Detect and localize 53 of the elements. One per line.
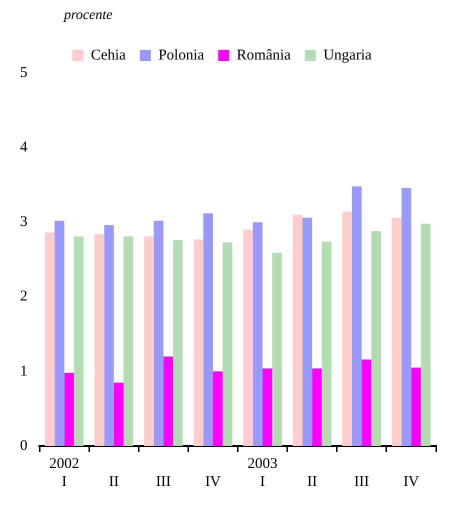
x-tick-label: III: [156, 474, 171, 490]
bar: [173, 240, 183, 446]
text: 2002: [49, 456, 80, 472]
bar: [272, 252, 282, 446]
bar: [402, 188, 412, 446]
y-tick-label: 3: [20, 214, 28, 230]
bar: [114, 382, 124, 446]
bar: [362, 359, 372, 446]
bar: [212, 371, 223, 446]
bar: [243, 230, 253, 446]
y-tick-label: 5: [20, 64, 28, 81]
bar: [203, 213, 213, 446]
x-tick-label: I: [260, 474, 266, 490]
bar: [104, 225, 114, 446]
bar: [222, 242, 232, 446]
x-tick-label: III: [354, 474, 370, 490]
bar: [74, 236, 84, 446]
bar: [54, 220, 64, 446]
legend-label: România: [236, 47, 292, 64]
legend-label: Ungaria: [323, 47, 372, 64]
x-tick-label: II: [108, 474, 119, 490]
x-tick-label: II: [307, 474, 318, 490]
bar: [312, 368, 322, 446]
bar: [64, 372, 74, 446]
y-tick-label: 1: [20, 363, 28, 380]
bar: [322, 242, 332, 446]
bar: [124, 236, 134, 446]
y-axis-title: procente: [64, 8, 114, 24]
y-tick-label: 2: [20, 288, 28, 305]
bar: [342, 212, 352, 446]
bar: [302, 218, 312, 446]
y-tick-label: 0: [20, 438, 28, 454]
x-tick-label: I: [62, 474, 67, 490]
bar: [411, 368, 421, 446]
legend-label: Polonia: [158, 47, 205, 64]
bar: [163, 356, 174, 446]
bar: [371, 231, 381, 446]
bar: [154, 220, 164, 446]
text: 2003: [248, 456, 278, 472]
bar: [392, 218, 402, 446]
bar: [44, 232, 55, 446]
bar: [144, 236, 154, 446]
bar: [262, 368, 272, 446]
bar: [292, 214, 302, 446]
bar: [194, 239, 204, 446]
bar: [420, 224, 431, 446]
legend-label: Cehia: [90, 47, 126, 64]
bar: [252, 222, 263, 446]
x-tick-label: IV: [205, 474, 222, 490]
y-tick-label: 4: [20, 140, 28, 156]
bar: [94, 234, 104, 446]
bar: [352, 186, 362, 446]
x-tick-label: IV: [403, 474, 420, 490]
